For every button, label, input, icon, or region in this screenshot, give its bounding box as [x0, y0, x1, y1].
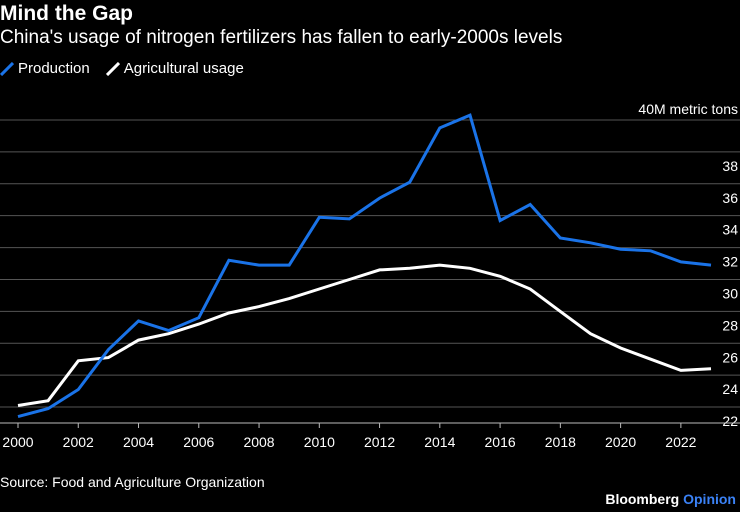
x-tick-label-2022: 2022 [665, 434, 696, 450]
x-tick-label-2018: 2018 [545, 434, 576, 450]
series-line-production [17, 113, 712, 419]
y-tick-label-28: 28 [722, 317, 738, 333]
legend-label-production: Production [18, 60, 90, 77]
x-tick-label-2000: 2000 [2, 434, 33, 450]
x-tick-label-2012: 2012 [364, 434, 395, 450]
y-unit-label: 40M metric tons [638, 101, 738, 117]
brand-logo: Bloomberg Opinion [605, 491, 736, 507]
y-tick-label-36: 36 [722, 190, 738, 206]
chart-subtitle: China's usage of nitrogen fertilizers ha… [0, 27, 563, 48]
series-line-agricultural-usage [17, 263, 712, 407]
legend-swatch-production [0, 61, 14, 76]
y-tick-label-30: 30 [722, 285, 738, 301]
y-tick-label-34: 34 [722, 222, 738, 238]
grid-layer [0, 119, 740, 408]
y-tick-label-38: 38 [722, 158, 738, 174]
x-tick-label-2010: 2010 [304, 434, 335, 450]
x-tick-label-2002: 2002 [63, 434, 94, 450]
x-tick-label-2008: 2008 [243, 434, 274, 450]
x-tick-label-2020: 2020 [605, 434, 636, 450]
y-tick-label-26: 26 [722, 349, 738, 365]
legend-item-usage: Agricultural usage [105, 60, 244, 77]
legend-swatch-usage [105, 61, 120, 76]
source-note: Source: Food and Agriculture Organizatio… [0, 474, 265, 490]
x-tick-label-2006: 2006 [183, 434, 214, 450]
x-tick-label-2016: 2016 [485, 434, 516, 450]
axis-layer: 22 24 26 28 30 32 34 36 38 40M metric tons 2000 200… [0, 101, 740, 450]
legend: Production Agricultural usage [0, 60, 260, 77]
brand-secondary: Opinion [683, 491, 736, 507]
legend-label-usage: Agricultural usage [123, 60, 244, 77]
chart-title: Mind the Gap [0, 2, 133, 25]
x-tick-label-2014: 2014 [424, 434, 455, 450]
brand-primary: Bloomberg [605, 491, 680, 507]
series-layer [17, 113, 712, 419]
y-tick-label-22: 22 [722, 413, 738, 429]
y-tick-label-24: 24 [722, 381, 738, 397]
legend-item-production: Production [0, 60, 90, 77]
y-tick-label-32: 32 [722, 254, 738, 270]
line-chart: 22 24 26 28 30 32 34 36 38 40M metric tons 2000 200… [0, 101, 740, 450]
x-tick-label-2004: 2004 [123, 434, 154, 450]
